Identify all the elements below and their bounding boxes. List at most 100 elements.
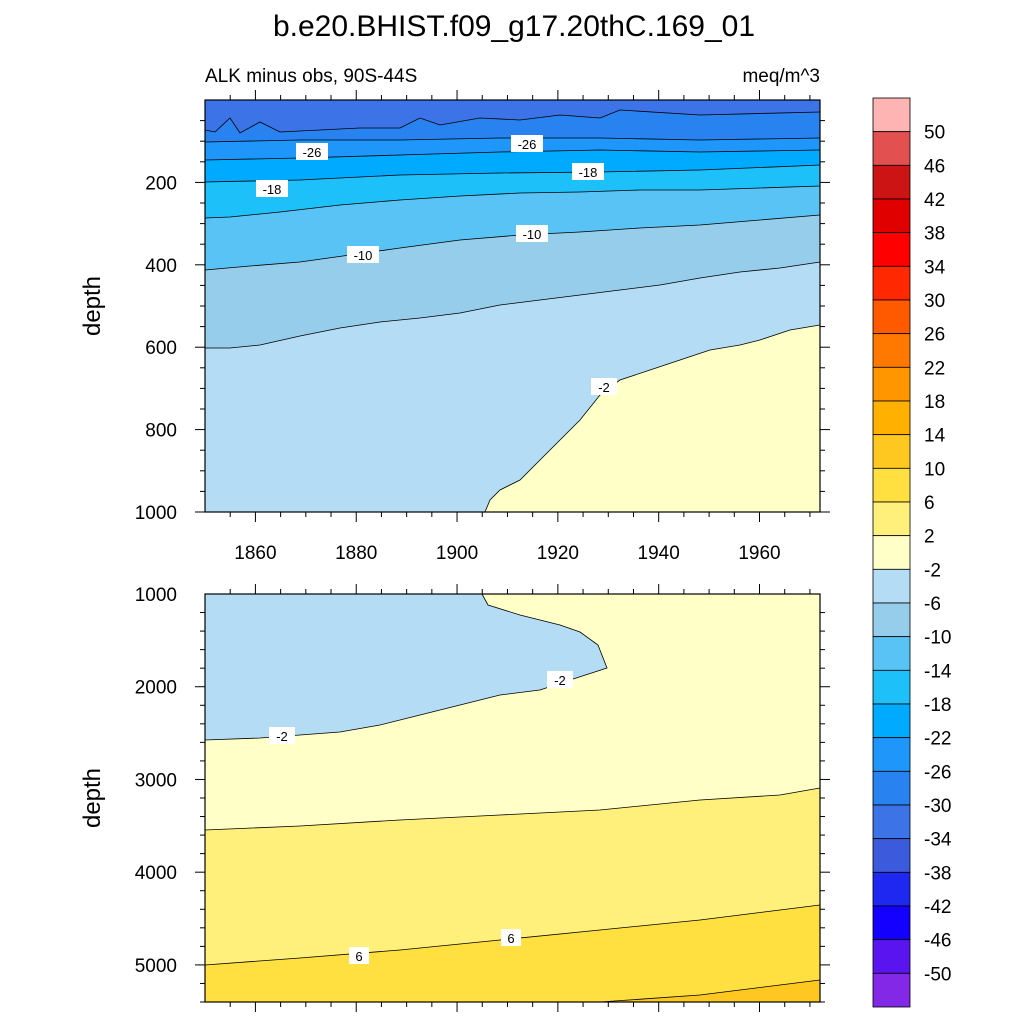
y-tick-label: 2000 [135,678,177,699]
colorbar-label: 50 [924,123,945,144]
lower-ticks: 1000 2000 3000 4000 5000 [135,584,830,1012]
contour-label: -2 [598,380,610,395]
region-fill-10-to-14 [600,980,820,1002]
colorbar-swatch [872,804,911,840]
colorbar-swatch [872,366,911,402]
colorbar-label: -6 [924,594,941,615]
colorbar-swatch [872,467,911,503]
lower-contour-lines [204,593,821,1003]
figure-title: b.e20.BHIST.f09_g17.20thC.169_01 [273,10,755,43]
colorbar-swatch [872,838,911,873]
y-tick-label: 600 [145,338,177,359]
y-tick-label: 5000 [135,956,177,977]
x-tick-label: 1960 [738,543,780,564]
contour-label: -26 [303,145,322,160]
region-fill-6-to-10 [205,905,820,1002]
region-fill-neg6 [205,594,607,740]
colorbar-swatch [872,434,911,469]
colorbar-swatch [872,97,911,133]
colorbar-swatch [872,871,911,907]
y-tick-label: 200 [145,173,177,194]
colorbar-swatch [872,299,911,335]
colorbar-label: 6 [924,493,935,514]
left-subtitle: ALK minus obs, 90S-44S [205,66,417,87]
lower-y-axis-label: depth [79,768,106,828]
contour-label: -10 [523,227,542,242]
contour-label: 6 [355,949,362,964]
contour-label: -26 [518,137,537,152]
upper-y-axis-label: depth [79,276,106,336]
colorbar-label: -42 [924,897,951,918]
colorbar-label: -18 [924,695,951,716]
right-subtitle: meq/m^3 [742,66,820,87]
upper-filled-regions [205,100,820,512]
colorbar-label: 22 [924,358,945,379]
colorbar-label: -10 [924,628,951,649]
colorbar-swatch [872,602,911,638]
colorbar-swatch [872,568,911,604]
colorbar-swatch [872,232,911,267]
y-tick-label: 800 [145,421,177,442]
colorbar-swatch [872,400,911,436]
colorbar-label: -50 [924,964,951,985]
colorbar-swatch [872,131,911,166]
contour-label: 6 [507,931,514,946]
colorbar-swatch [872,737,911,772]
upper-ticks: 1860 1880 1900 1920 1940 1960 200 400 600 800 1000 [135,90,830,564]
colorbar-label: -22 [924,729,951,750]
colorbar-label: -38 [924,863,951,884]
x-tick-label: 1860 [234,543,276,564]
colorbar: 50 46 42 38 34 30 26 22 18 14 10 6 2 -2 -6 -10 -14 -18 -22… [872,97,952,1008]
colorbar-label: 46 [924,156,945,177]
x-tick-label: 1940 [638,543,680,564]
colorbar-label: 26 [924,325,945,346]
colorbar-label: -2 [924,560,941,581]
colorbar-swatch [872,198,911,234]
x-tick-label: 1920 [537,543,579,564]
colorbar-label: 18 [924,392,945,413]
y-tick-label: 400 [145,256,177,277]
contour-label: -18 [579,165,598,180]
colorbar-label: -14 [924,661,952,682]
x-tick-label: 1900 [436,543,478,564]
colorbar-swatch [872,669,911,705]
colorbar-label: -46 [924,931,951,952]
region-fill-neg34 [205,100,820,133]
colorbar-swatch [872,501,911,537]
contour-label: -18 [263,182,282,197]
colorbar-label: 10 [924,459,945,480]
contour-label: -2 [554,673,566,688]
colorbar-label: 30 [924,291,945,312]
lower-contour-labels: -2 -2 6 6 [269,671,573,964]
colorbar-swatch [872,636,911,671]
y-tick-label: 4000 [135,863,177,884]
colorbar-label: 14 [924,426,946,447]
colorbar-swatch [872,703,911,739]
y-tick-label: 1000 [135,503,177,524]
y-tick-label: 1000 [135,585,177,606]
upper-contour-lines [204,109,821,513]
lower-panel: -2 -2 6 6 1000 2000 3000 4000 5000 depth [79,584,830,1012]
colorbar-swatch [872,333,911,368]
colorbar-label: 2 [924,527,935,548]
y-tick-label: 3000 [135,770,177,791]
contour-label: -10 [354,248,373,263]
colorbar-label: -30 [924,796,951,817]
colorbar-swatch [872,972,911,1008]
colorbar-swatch [872,535,911,570]
contour-label: -2 [276,729,288,744]
colorbar-label: 42 [924,190,945,211]
colorbar-label: 34 [924,257,946,278]
upper-contour-labels: -26 -26 -18 -18 -10 -10 -2 [256,135,617,395]
colorbar-label: 38 [924,224,945,245]
colorbar-swatch [872,905,911,941]
colorbar-swatch [872,770,911,806]
colorbar-swatch [872,164,911,200]
colorbar-label: -34 [924,830,952,851]
colorbar-label: -26 [924,762,951,783]
colorbar-swatch [872,939,911,974]
upper-panel: -26 -26 -18 -18 -10 -10 -2 1860 1880 1900 1… [79,90,830,564]
x-tick-label: 1880 [335,543,377,564]
colorbar-swatch [872,265,911,301]
